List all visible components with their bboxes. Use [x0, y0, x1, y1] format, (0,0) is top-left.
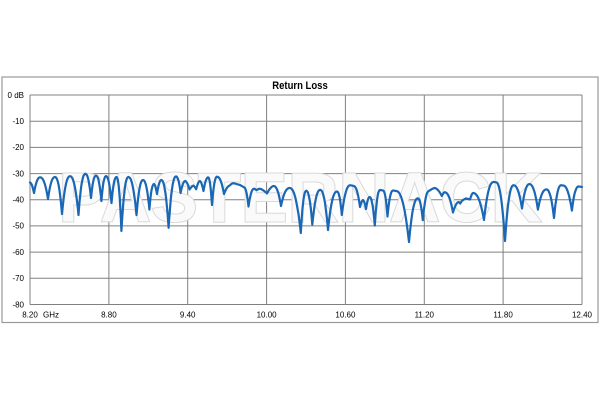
svg-text:Return Loss: Return Loss — [272, 80, 328, 92]
svg-text:11.80: 11.80 — [493, 311, 513, 320]
svg-text:10.60: 10.60 — [335, 311, 356, 320]
svg-text:12.40: 12.40 — [572, 311, 593, 320]
svg-text:11.20: 11.20 — [415, 311, 435, 320]
svg-text:-50: -50 — [12, 222, 24, 231]
svg-text:8.80: 8.80 — [101, 311, 117, 320]
svg-text:-70: -70 — [12, 274, 24, 283]
svg-text:-60: -60 — [12, 248, 24, 257]
svg-text:8.20: 8.20 — [22, 311, 38, 320]
svg-text:-20: -20 — [12, 143, 24, 152]
svg-text:10.00: 10.00 — [257, 311, 278, 320]
svg-text:-40: -40 — [12, 196, 24, 205]
svg-text:-10: -10 — [12, 117, 24, 126]
svg-text:-80: -80 — [12, 300, 24, 309]
svg-text:GHz: GHz — [43, 311, 59, 320]
svg-text:-30: -30 — [12, 169, 24, 178]
svg-text:0 dB: 0 dB — [8, 91, 24, 100]
svg-text:9.40: 9.40 — [180, 311, 196, 320]
